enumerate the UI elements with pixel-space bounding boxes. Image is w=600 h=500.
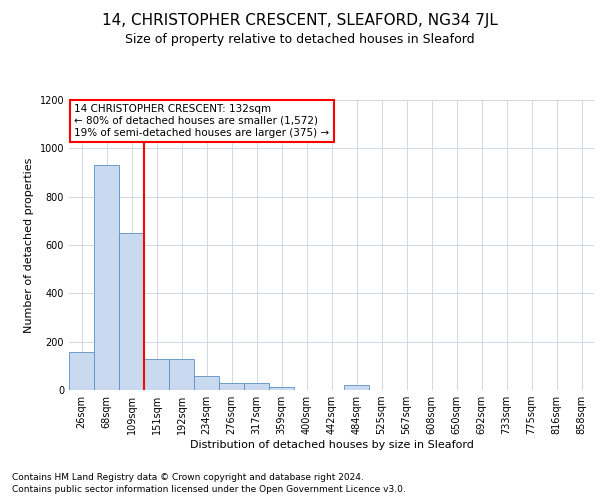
Y-axis label: Number of detached properties: Number of detached properties [24,158,34,332]
Bar [119,234,144,390]
Bar [169,358,194,390]
Bar [144,358,169,390]
Bar [244,383,269,390]
Bar [94,165,119,390]
Text: 14, CHRISTOPHER CRESCENT, SLEAFORD, NG34 7JL: 14, CHRISTOPHER CRESCENT, SLEAFORD, NG34… [102,12,498,28]
Text: Contains HM Land Registry data © Crown copyright and database right 2024.: Contains HM Land Registry data © Crown c… [12,472,364,482]
Bar [269,387,294,390]
Bar [219,383,244,390]
Text: 14 CHRISTOPHER CRESCENT: 132sqm
← 80% of detached houses are smaller (1,572)
19%: 14 CHRISTOPHER CRESCENT: 132sqm ← 80% of… [74,104,329,138]
Text: Contains public sector information licensed under the Open Government Licence v3: Contains public sector information licen… [12,485,406,494]
Text: Size of property relative to detached houses in Sleaford: Size of property relative to detached ho… [125,32,475,46]
X-axis label: Distribution of detached houses by size in Sleaford: Distribution of detached houses by size … [190,440,473,450]
Bar [69,352,94,390]
Bar [194,376,219,390]
Bar [344,385,369,390]
